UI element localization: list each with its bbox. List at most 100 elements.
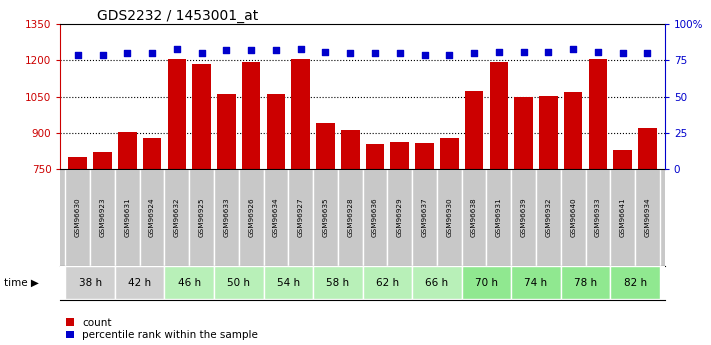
Bar xyxy=(363,266,412,299)
Text: 82 h: 82 h xyxy=(624,278,646,288)
Bar xyxy=(93,152,112,169)
Bar xyxy=(115,169,139,266)
Bar xyxy=(164,266,214,299)
Point xyxy=(617,50,629,56)
Text: 58 h: 58 h xyxy=(326,278,349,288)
Bar xyxy=(440,138,459,169)
Point xyxy=(518,49,529,55)
Bar xyxy=(65,266,115,299)
Text: GSM96637: GSM96637 xyxy=(422,198,427,237)
Text: 46 h: 46 h xyxy=(178,278,201,288)
Point xyxy=(642,50,653,56)
Text: GSM96634: GSM96634 xyxy=(273,198,279,237)
Bar xyxy=(341,130,360,169)
Point xyxy=(493,49,505,55)
Bar xyxy=(316,123,335,169)
Bar xyxy=(437,169,461,266)
Text: GSM96933: GSM96933 xyxy=(595,198,601,237)
Bar xyxy=(214,266,264,299)
Text: GSM96934: GSM96934 xyxy=(644,198,651,237)
Point xyxy=(122,50,133,56)
Bar xyxy=(267,94,285,169)
Bar xyxy=(292,59,310,169)
Text: GSM96928: GSM96928 xyxy=(347,198,353,237)
Text: 42 h: 42 h xyxy=(128,278,151,288)
Bar xyxy=(586,169,610,266)
Bar xyxy=(390,142,409,169)
Point xyxy=(592,49,604,55)
Text: GDS2232 / 1453001_at: GDS2232 / 1453001_at xyxy=(97,9,258,23)
Point xyxy=(295,46,306,51)
Text: 54 h: 54 h xyxy=(277,278,300,288)
Text: GSM96923: GSM96923 xyxy=(100,198,105,237)
Bar xyxy=(511,169,536,266)
Bar xyxy=(589,59,607,169)
Point xyxy=(394,50,405,56)
Bar xyxy=(264,169,288,266)
Bar xyxy=(313,266,363,299)
Point xyxy=(320,49,331,55)
Bar xyxy=(193,64,211,169)
Text: GSM96929: GSM96929 xyxy=(397,198,402,237)
Bar xyxy=(561,266,610,299)
Text: 74 h: 74 h xyxy=(525,278,547,288)
Text: GSM96631: GSM96631 xyxy=(124,198,130,237)
Point xyxy=(345,50,356,56)
Point xyxy=(469,50,480,56)
Text: time ▶: time ▶ xyxy=(4,278,38,288)
Point xyxy=(419,52,430,57)
Bar xyxy=(68,157,87,169)
Bar xyxy=(514,97,533,169)
Point xyxy=(97,52,108,57)
Text: GSM96924: GSM96924 xyxy=(149,198,155,237)
Text: GSM96633: GSM96633 xyxy=(223,198,230,237)
Text: 78 h: 78 h xyxy=(574,278,597,288)
Bar xyxy=(564,92,582,169)
Text: GSM96640: GSM96640 xyxy=(570,198,576,237)
Point xyxy=(146,50,158,56)
Bar xyxy=(610,169,635,266)
Point xyxy=(72,52,83,57)
Point xyxy=(567,46,579,51)
Bar xyxy=(139,169,164,266)
Text: GSM96630: GSM96630 xyxy=(75,198,81,237)
Bar xyxy=(338,169,363,266)
Text: GSM96931: GSM96931 xyxy=(496,198,502,237)
Bar xyxy=(189,169,214,266)
Text: GSM96635: GSM96635 xyxy=(323,198,328,237)
Bar xyxy=(635,169,660,266)
Bar xyxy=(511,266,561,299)
Bar xyxy=(143,138,161,169)
Bar xyxy=(242,61,260,169)
Bar xyxy=(461,169,486,266)
Point xyxy=(444,52,455,57)
Bar xyxy=(115,266,164,299)
Point xyxy=(196,50,208,56)
Point xyxy=(245,48,257,53)
Point xyxy=(220,48,232,53)
Point xyxy=(542,49,554,55)
Point xyxy=(270,48,282,53)
Bar xyxy=(536,169,561,266)
Text: GSM96639: GSM96639 xyxy=(520,198,527,237)
Text: GSM96926: GSM96926 xyxy=(248,198,254,237)
Bar xyxy=(486,169,511,266)
Bar xyxy=(164,169,189,266)
Bar xyxy=(465,90,483,169)
Bar xyxy=(288,169,313,266)
Bar xyxy=(614,150,632,169)
Text: GSM96638: GSM96638 xyxy=(471,198,477,237)
Point xyxy=(369,50,380,56)
Bar xyxy=(561,169,586,266)
Legend: count, percentile rank within the sample: count, percentile rank within the sample xyxy=(65,318,258,340)
Bar xyxy=(239,169,264,266)
Bar xyxy=(363,169,387,266)
Text: 62 h: 62 h xyxy=(376,278,399,288)
Text: GSM96932: GSM96932 xyxy=(545,198,551,237)
Text: 38 h: 38 h xyxy=(79,278,102,288)
Text: 70 h: 70 h xyxy=(475,278,498,288)
Text: GSM96636: GSM96636 xyxy=(372,198,378,237)
Text: GSM96927: GSM96927 xyxy=(298,198,304,237)
Text: GSM96925: GSM96925 xyxy=(198,198,205,237)
Bar xyxy=(118,132,137,169)
